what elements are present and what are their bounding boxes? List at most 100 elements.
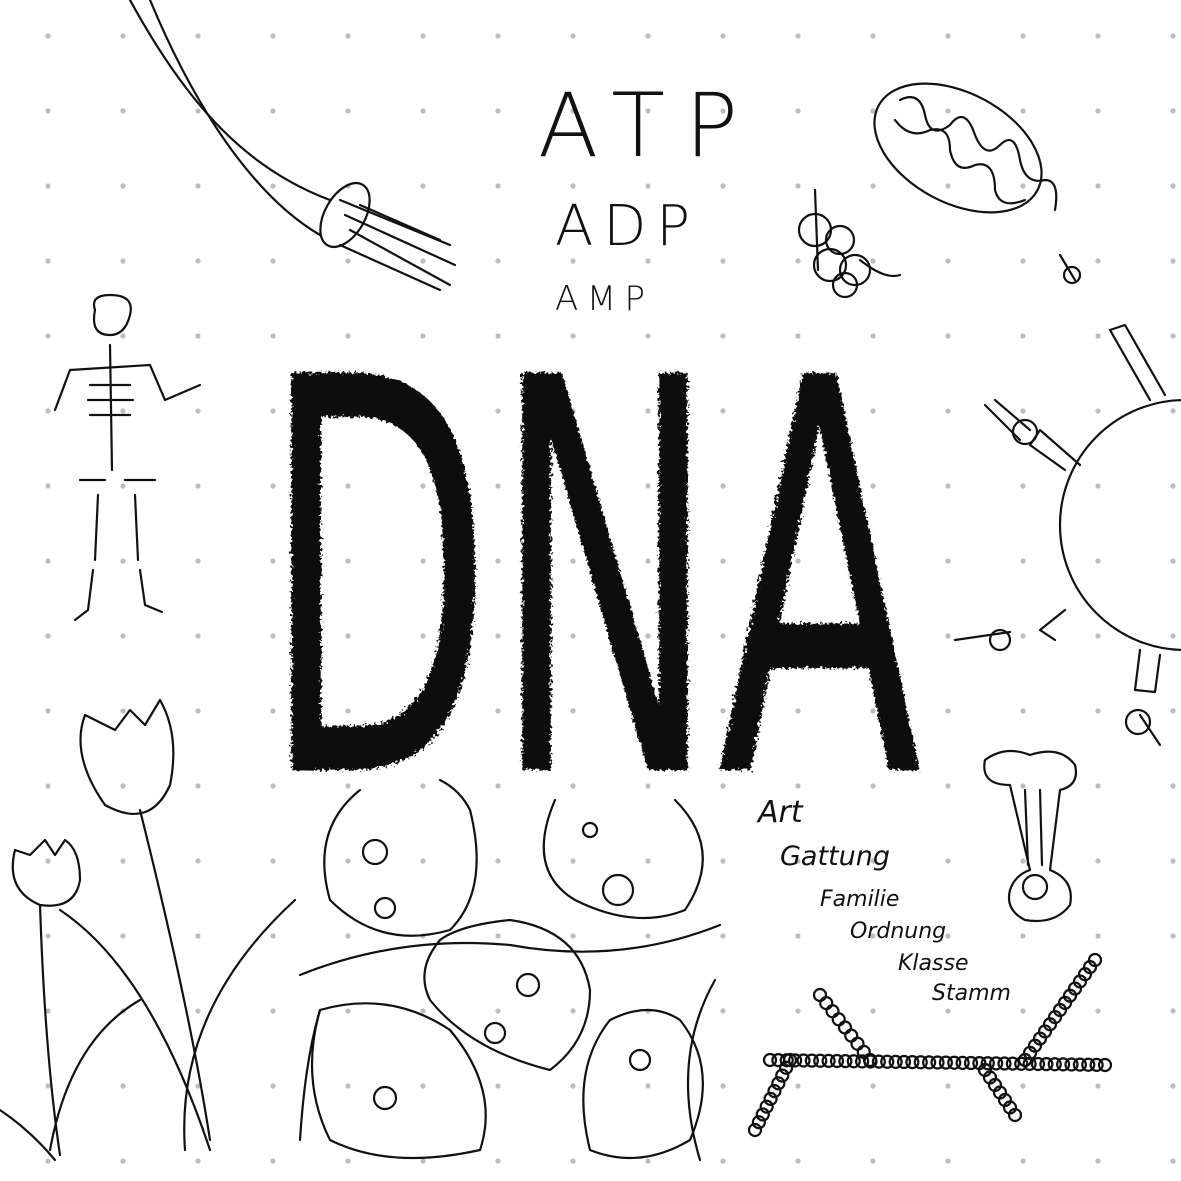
mitochondrion-part bbox=[893, 118, 1027, 205]
bead bbox=[1072, 1057, 1087, 1072]
chromosome-chain bbox=[747, 952, 1113, 1138]
bead bbox=[838, 1054, 853, 1069]
bead bbox=[1081, 1057, 1096, 1072]
bead bbox=[771, 1076, 786, 1091]
plant-cells-part bbox=[515, 972, 541, 998]
bead bbox=[1030, 1056, 1046, 1072]
bead bbox=[759, 1099, 774, 1114]
bead bbox=[955, 1055, 970, 1070]
mitochondrion bbox=[873, 82, 1058, 214]
virus bbox=[953, 253, 1181, 747]
ribosome-part bbox=[812, 247, 848, 283]
muscle-fiber bbox=[128, 0, 457, 292]
plant-cells-part bbox=[373, 896, 397, 920]
bead bbox=[782, 1052, 798, 1068]
mitochondrion-part bbox=[898, 96, 1058, 212]
bead bbox=[905, 1055, 920, 1070]
bead bbox=[1064, 1057, 1079, 1072]
virus-part bbox=[1062, 265, 1082, 285]
plant-cells-part bbox=[542, 798, 704, 920]
adp-label: ADP bbox=[555, 194, 690, 259]
atp-label: ATP bbox=[538, 74, 738, 177]
bead bbox=[829, 1053, 845, 1069]
virus-part bbox=[988, 628, 1012, 652]
bead bbox=[796, 1053, 811, 1068]
plant-cells-part bbox=[298, 923, 722, 1162]
bead bbox=[1097, 1057, 1113, 1073]
tulips-part bbox=[11, 808, 212, 1142]
plant-cells bbox=[298, 778, 722, 1162]
bead bbox=[880, 1054, 895, 1069]
skeleton-part bbox=[73, 493, 164, 622]
bead bbox=[888, 1054, 903, 1069]
tulips-part bbox=[0, 898, 297, 1162]
taxonomy-rank: Klasse bbox=[898, 951, 968, 976]
skeleton-part bbox=[53, 343, 202, 472]
ribosome-part bbox=[813, 188, 902, 278]
bead bbox=[767, 1084, 782, 1099]
virus-part bbox=[1011, 418, 1039, 446]
virus-part bbox=[1124, 708, 1152, 736]
bead bbox=[762, 1052, 778, 1068]
bead bbox=[1089, 1057, 1104, 1072]
bead bbox=[989, 1056, 1004, 1071]
plant-cells-part bbox=[601, 873, 635, 907]
bead bbox=[755, 1107, 770, 1122]
bead bbox=[813, 1053, 828, 1068]
plant-cells-part bbox=[628, 1048, 652, 1072]
bead bbox=[1039, 1057, 1054, 1072]
taxonomy-list: Art Gattung Familie Ordnung Klasse Stamm bbox=[756, 795, 1011, 1006]
bead bbox=[997, 1056, 1012, 1071]
plant-cells-part bbox=[310, 1002, 487, 1160]
bead bbox=[1047, 1057, 1062, 1072]
bead bbox=[763, 1091, 778, 1106]
plant-cells-part bbox=[361, 838, 389, 866]
taxonomy-rank: Ordnung bbox=[850, 919, 946, 944]
bead bbox=[846, 1054, 861, 1069]
bead bbox=[1005, 1056, 1020, 1071]
plant-cells-part bbox=[423, 918, 592, 1072]
bead bbox=[871, 1054, 886, 1069]
taxonomy-rank: Stamm bbox=[932, 981, 1011, 1006]
bead bbox=[963, 1055, 979, 1071]
bead bbox=[922, 1055, 937, 1070]
bead bbox=[1017, 1052, 1033, 1068]
muscle-fiber-part bbox=[338, 198, 457, 292]
bead bbox=[747, 1122, 763, 1138]
plant-cells-part bbox=[582, 1009, 704, 1160]
bead bbox=[930, 1055, 945, 1070]
synapse bbox=[983, 749, 1078, 923]
bead bbox=[862, 1052, 878, 1068]
bead bbox=[980, 1056, 995, 1071]
bead bbox=[855, 1054, 870, 1069]
plant-cells-part bbox=[581, 821, 599, 839]
bead bbox=[775, 1068, 790, 1083]
taxonomy-rank: Familie bbox=[820, 887, 899, 912]
tulips-part bbox=[79, 698, 175, 815]
skeleton-part bbox=[78, 383, 157, 482]
bead bbox=[913, 1055, 928, 1070]
dna-title: DNA bbox=[262, 264, 923, 899]
bead bbox=[1014, 1056, 1029, 1071]
bead bbox=[1007, 1107, 1023, 1123]
virus-part bbox=[953, 253, 1162, 747]
mitochondrion-part bbox=[873, 82, 1043, 214]
skeleton bbox=[53, 293, 202, 622]
plant-cells-part bbox=[372, 1085, 398, 1111]
muscle-fiber-part bbox=[319, 181, 371, 249]
synapse-part bbox=[1023, 788, 1044, 867]
synapse-part bbox=[1021, 873, 1049, 901]
synapse-part bbox=[983, 749, 1078, 923]
muscle-fiber-part bbox=[128, 0, 332, 202]
bead bbox=[788, 1053, 803, 1068]
taxonomy-rank: Gattung bbox=[780, 841, 890, 872]
muscle-fiber-part bbox=[148, 0, 322, 237]
ribosome-part bbox=[824, 224, 856, 256]
bead bbox=[1056, 1057, 1071, 1072]
ribosome-part bbox=[831, 271, 859, 299]
bead bbox=[751, 1115, 766, 1130]
bead bbox=[821, 1053, 836, 1068]
